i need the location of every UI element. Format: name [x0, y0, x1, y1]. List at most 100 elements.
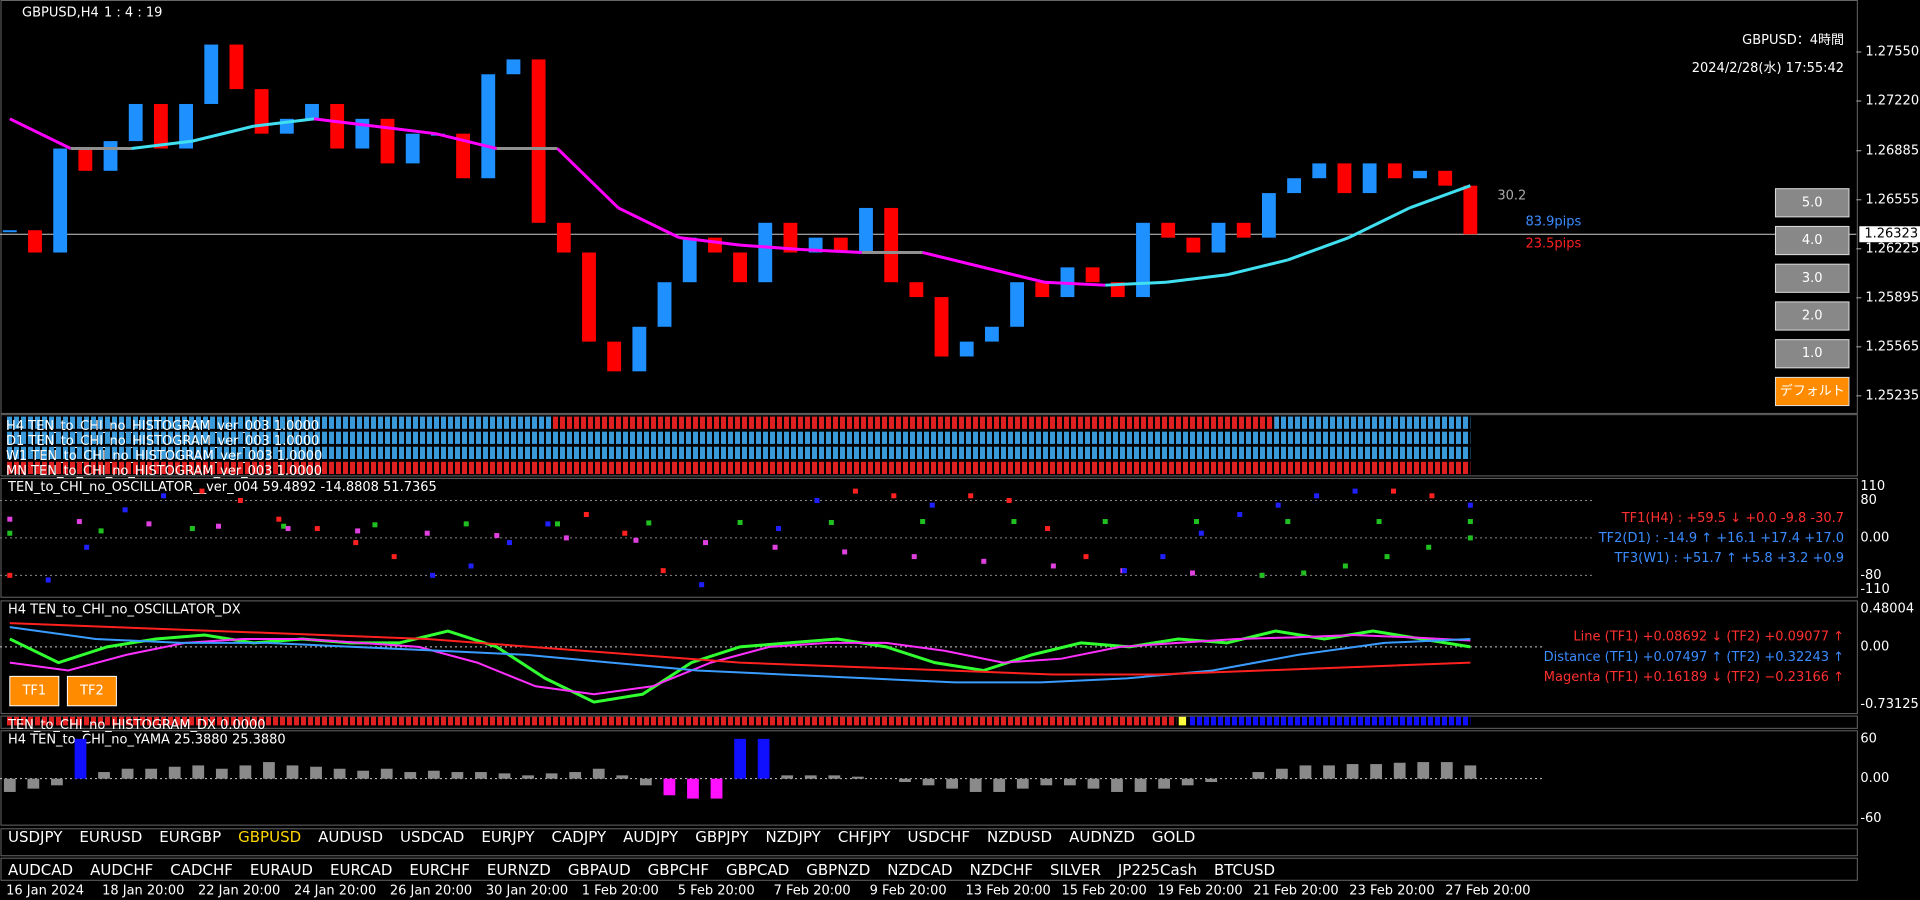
panel-frame: [0, 477, 1858, 598]
osc-dot: [189, 526, 195, 532]
symbol-button[interactable]: GOLD: [1151, 828, 1196, 846]
osc-dot: [1006, 497, 1012, 503]
moving-average: [9, 117, 72, 150]
moving-average: [1408, 184, 1471, 210]
symbol-label: GBPUSD,H4: [22, 6, 99, 21]
candle: [783, 222, 798, 253]
pips-label: 23.5pips: [1525, 236, 1581, 251]
symbol-button[interactable]: BTCUSD: [1213, 861, 1276, 879]
symbol-button[interactable]: EURCAD: [329, 861, 393, 879]
symbol-button[interactable]: USDJPY: [8, 828, 63, 846]
button-label[interactable]: デフォルト: [1780, 383, 1845, 399]
button[interactable]: [1774, 339, 1850, 369]
tf-button[interactable]: [9, 675, 60, 707]
date-label: 30 Jan 20:00: [486, 883, 568, 898]
symbol-button[interactable]: GBPCAD: [726, 861, 790, 879]
symbol-button[interactable]: GBPUSD: [238, 828, 302, 846]
date-label: 9 Feb 20:00: [870, 883, 947, 898]
button-label[interactable]: 5.0: [1802, 195, 1823, 210]
candle: [1312, 163, 1327, 179]
symbol-button[interactable]: GBPCHF: [647, 861, 709, 879]
symbol-button[interactable]: EURUSD: [79, 828, 143, 846]
osc-dot: [1467, 502, 1473, 508]
osc-dot: [622, 530, 628, 536]
symbol-button[interactable]: JP225Cash: [1117, 861, 1197, 879]
osc-dot: [772, 544, 778, 550]
osc-tick-label: 110: [1860, 479, 1885, 494]
symbol-button[interactable]: USDCHF: [907, 828, 970, 846]
tf-button[interactable]: [66, 675, 117, 707]
histogram-strip: [6, 416, 552, 429]
symbol-button[interactable]: SILVER: [1050, 861, 1101, 879]
candle: [1413, 170, 1427, 179]
candle: [179, 103, 194, 149]
button[interactable]: [1774, 301, 1850, 331]
moving-average: [922, 251, 984, 269]
candle: [959, 341, 974, 357]
date-label: 24 Jan 20:00: [294, 883, 376, 898]
candle: [909, 282, 924, 298]
symbol-button[interactable]: AUDCAD: [8, 861, 74, 879]
yama-bar: [616, 775, 629, 779]
symbol-button[interactable]: NZDUSD: [986, 828, 1053, 846]
symbol-button[interactable]: AUDCHF: [90, 861, 154, 879]
pips-label: 83.9pips: [1525, 214, 1581, 229]
osc-dot: [1189, 570, 1195, 576]
symbol-button[interactable]: EURNZD: [486, 861, 551, 879]
symbol-button[interactable]: GBPAUD: [567, 861, 631, 879]
moving-average: [1105, 280, 1167, 287]
osc-dot: [372, 522, 378, 528]
symbol-button[interactable]: EURCHF: [409, 861, 470, 879]
symbol-button[interactable]: GBPJPY: [695, 828, 749, 846]
button[interactable]: [1774, 376, 1850, 407]
osc-dot: [468, 563, 474, 569]
histogram-strip: [1188, 716, 1471, 726]
chart-datetime: 2024/2/28(水) 17:55:42: [1692, 61, 1844, 76]
moving-average: [800, 248, 862, 255]
button-label[interactable]: 4.0: [1802, 233, 1823, 248]
symbol-button[interactable]: AUDNZD: [1069, 828, 1135, 846]
symbol-button[interactable]: EURJPY: [481, 828, 535, 846]
symbol-button[interactable]: CHFJPY: [837, 828, 891, 846]
button-label[interactable]: 2.0: [1802, 309, 1823, 324]
osc-dot: [1198, 530, 1204, 536]
symbol-button[interactable]: EURAUD: [249, 861, 313, 879]
yama-bar: [215, 768, 228, 779]
symbol-button[interactable]: CADCHF: [170, 861, 233, 879]
candle: [28, 230, 42, 253]
symbol-button[interactable]: GBPNZD: [806, 861, 871, 879]
symbol-button[interactable]: AUDUSD: [318, 828, 383, 846]
yama-bar: [592, 768, 605, 779]
symbol-button[interactable]: USDCAD: [400, 828, 465, 846]
osc-dot: [852, 488, 858, 494]
osc-dot: [1342, 563, 1348, 569]
candle: [506, 59, 521, 75]
tf-button-label[interactable]: TF1: [21, 684, 46, 699]
candle: [833, 237, 848, 253]
symbol-button[interactable]: EURGBP: [159, 828, 222, 846]
osc-dot: [7, 516, 13, 522]
symbol-button[interactable]: NZDJPY: [765, 828, 821, 846]
button-label[interactable]: 3.0: [1802, 271, 1823, 286]
moving-average: [1226, 258, 1289, 277]
histogram-strip: [6, 446, 1471, 459]
symbol-button[interactable]: AUDJPY: [623, 828, 679, 846]
candle: [78, 148, 93, 171]
dx-readout: Magenta (TF1) +0.16189 ↓ (TF2) −0.23166 …: [1544, 670, 1844, 685]
button[interactable]: [1774, 188, 1850, 218]
date-label: 16 Jan 2024: [6, 883, 84, 898]
date-label: 27 Feb 20:00: [1445, 883, 1530, 898]
osc-dot: [660, 568, 666, 574]
yama-bar: [1252, 772, 1265, 779]
symbol-button[interactable]: CADJPY: [551, 828, 607, 846]
osc-dot: [842, 549, 848, 555]
yama-bar: [1417, 762, 1430, 779]
moving-average: [983, 265, 1045, 284]
symbol-button[interactable]: NZDCAD: [887, 861, 953, 879]
button[interactable]: [1774, 225, 1850, 256]
button[interactable]: [1774, 263, 1850, 293]
dx-line: [9, 634, 1471, 696]
button-label[interactable]: 1.0: [1802, 346, 1823, 361]
tf-button-label[interactable]: TF2: [79, 684, 104, 699]
symbol-button[interactable]: NZDCHF: [969, 861, 1034, 879]
